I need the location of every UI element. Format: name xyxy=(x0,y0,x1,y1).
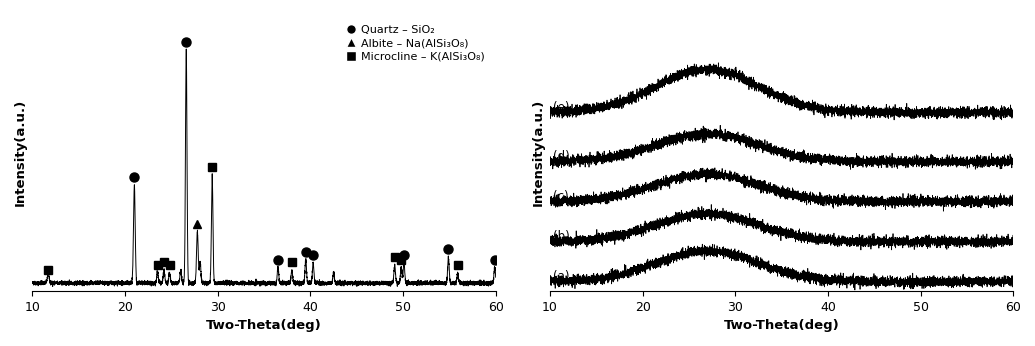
X-axis label: Two-Theta(deg): Two-Theta(deg) xyxy=(723,319,839,332)
Y-axis label: Intensity(a.u.): Intensity(a.u.) xyxy=(13,99,27,206)
Text: (d): (d) xyxy=(553,150,569,163)
Text: (c): (c) xyxy=(553,190,568,203)
Text: (e): (e) xyxy=(553,101,569,114)
X-axis label: Two-Theta(deg): Two-Theta(deg) xyxy=(206,319,322,332)
Text: (b): (b) xyxy=(553,230,569,243)
Y-axis label: Intensity(a.u.): Intensity(a.u.) xyxy=(531,99,544,206)
Text: (a): (a) xyxy=(553,270,569,283)
Legend: Quartz – SiO₂, Albite – Na(AlSi₃O₈), Microcline – K(AlSi₃O₈): Quartz – SiO₂, Albite – Na(AlSi₃O₈), Mic… xyxy=(341,19,491,67)
